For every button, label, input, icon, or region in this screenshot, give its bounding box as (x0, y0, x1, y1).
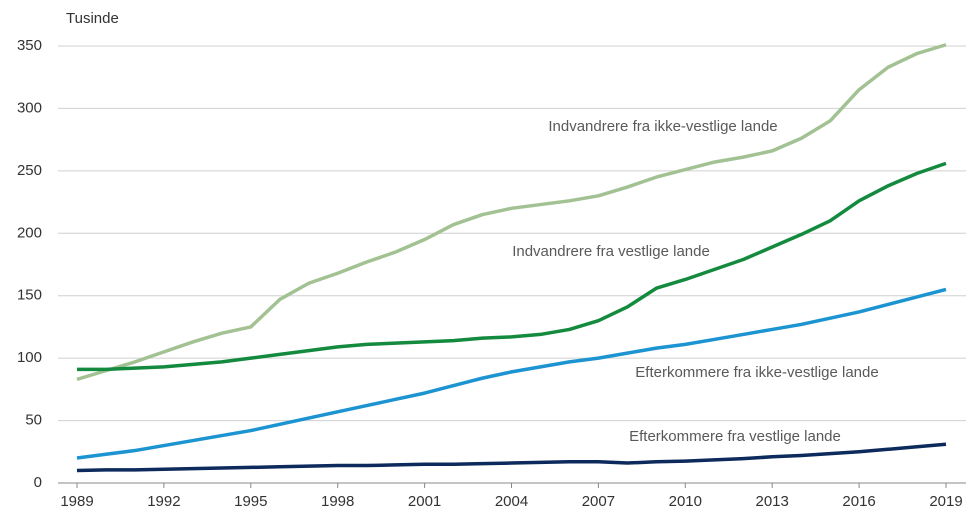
series-label: Efterkommere fra ikke-vestlige lande (635, 364, 878, 381)
series-line (76, 442, 947, 473)
y-tick-label: 150 (17, 287, 42, 304)
x-tick-label: 1992 (147, 493, 180, 510)
x-tick-label: 2016 (842, 493, 875, 510)
x-tick-label: 2010 (669, 493, 702, 510)
x-tick-label: 2001 (408, 493, 441, 510)
y-tick-label: 200 (17, 224, 42, 241)
y-tick-label: 50 (25, 412, 42, 429)
x-tick-label: 1998 (321, 493, 354, 510)
y-tick-label: 350 (17, 37, 42, 54)
x-tick-label: 2007 (582, 493, 615, 510)
x-tick-label: 2019 (929, 493, 962, 510)
y-tick-label: 0 (34, 474, 42, 491)
x-tick-label: 1989 (60, 493, 93, 510)
series-label: Indvandrere fra vestlige lande (512, 243, 710, 260)
y-tick-label: 300 (17, 99, 42, 116)
series-line (76, 43, 947, 382)
x-tick-label: 1995 (234, 493, 267, 510)
x-tick-label: 2013 (756, 493, 789, 510)
y-axis-label: Tusinde (66, 10, 119, 27)
series-line (77, 161, 947, 372)
series-label: Indvandrere fra ikke-vestlige lande (548, 118, 777, 135)
y-tick-label: 100 (17, 349, 42, 366)
y-tick-label: 250 (17, 162, 42, 179)
x-tick-label: 2004 (495, 493, 528, 510)
series-line (76, 287, 947, 460)
series-label: Efterkommere fra vestlige lande (629, 428, 841, 445)
